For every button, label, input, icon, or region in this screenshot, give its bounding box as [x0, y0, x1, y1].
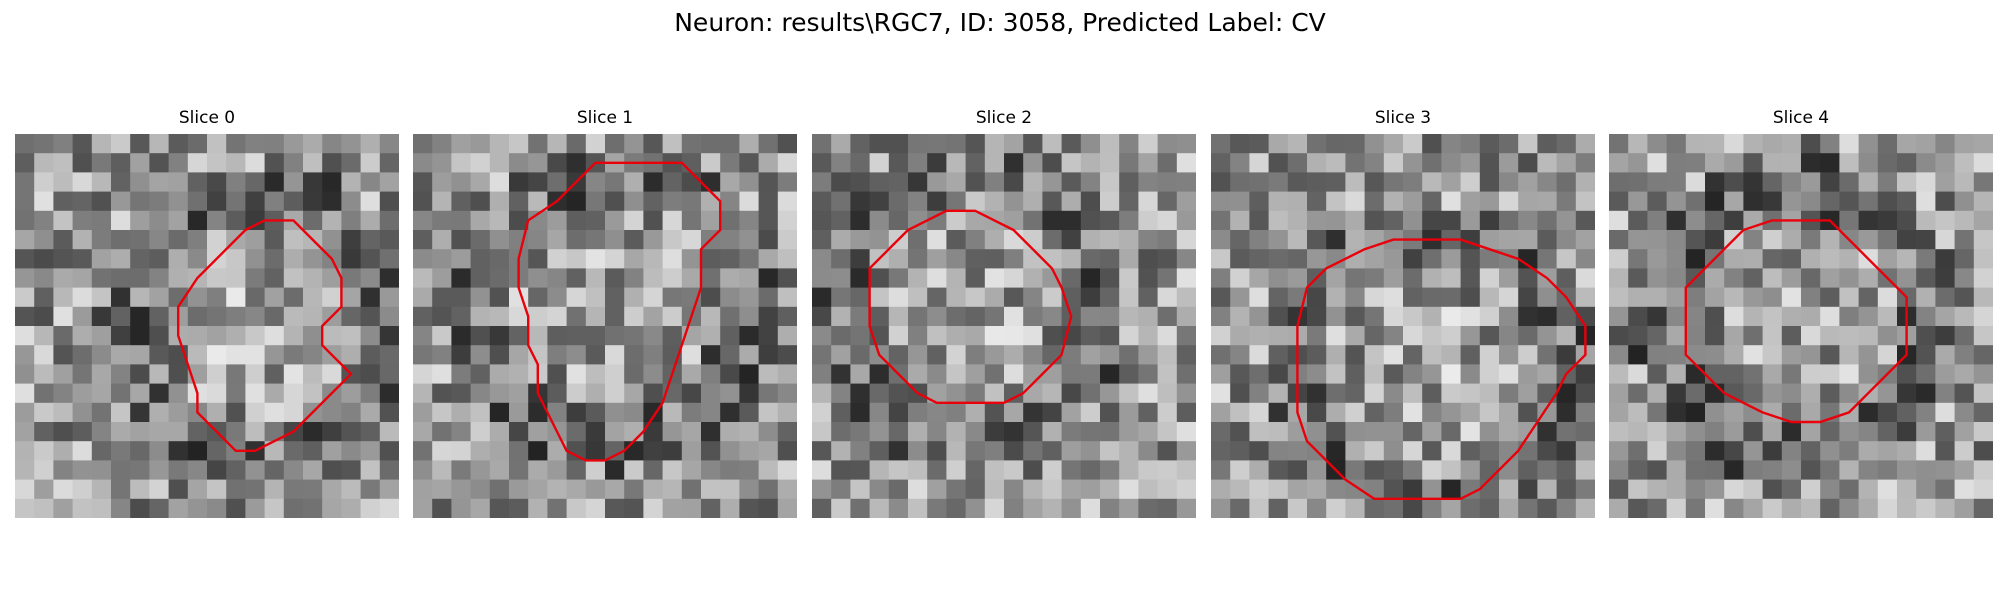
segmentation-contour: [176, 219, 353, 452]
slice-image: [812, 134, 1196, 518]
slice-panel-4: Slice 4: [1609, 108, 1993, 518]
slice-panel-0: Slice 0: [15, 108, 399, 518]
slice-image: [413, 134, 797, 518]
slice-panel-1: Slice 1: [413, 108, 797, 518]
slice-panel-3: Slice 3: [1211, 108, 1595, 518]
segmentation-contour: [1296, 238, 1587, 500]
slice-title: Slice 1: [576, 108, 634, 128]
slice-title: Slice 2: [975, 108, 1033, 128]
slice-image: [1211, 134, 1595, 518]
slice-title: Slice 3: [1374, 108, 1432, 128]
slice-panel-2: Slice 2: [812, 108, 1196, 518]
slice-image: [1609, 134, 1993, 518]
figure-title: Neuron: results\RGC7, ID: 3058, Predicte…: [674, 8, 1326, 37]
slice-title: Slice 0: [178, 108, 236, 128]
slice-image: [15, 134, 399, 518]
segmentation-contour: [1684, 219, 1908, 424]
segmentation-contour: [868, 209, 1073, 404]
slice-title: Slice 4: [1772, 108, 1830, 128]
segmentation-contour: [517, 161, 722, 462]
